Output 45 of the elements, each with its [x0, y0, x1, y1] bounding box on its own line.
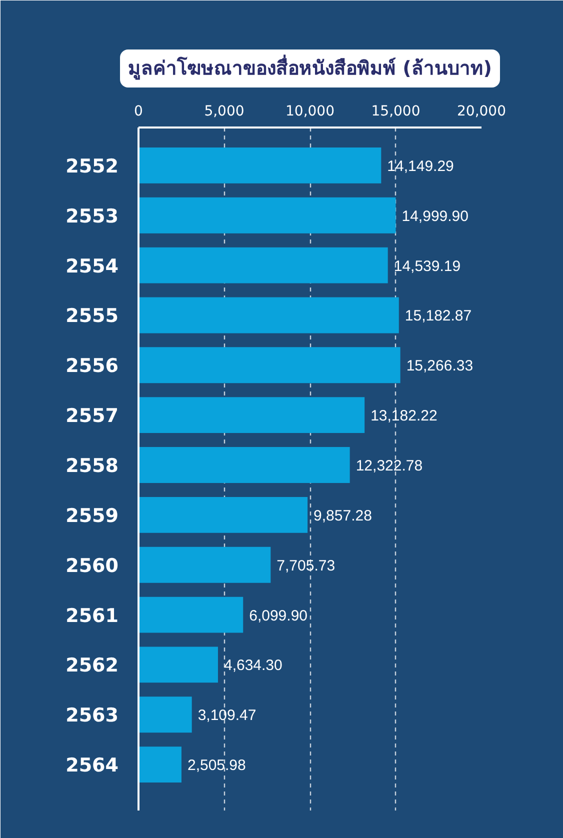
bar [138, 746, 182, 783]
y-tick-label: 2556 [66, 355, 119, 378]
bar [138, 596, 244, 633]
data-label: 13,182.22 [370, 408, 438, 425]
data-label: 3,109.47 [198, 707, 256, 724]
bar [138, 646, 218, 683]
bar [138, 546, 271, 583]
y-tick-label: 2554 [66, 255, 119, 278]
x-tick-label: 0 [134, 104, 143, 120]
data-label: 6,099.90 [249, 607, 308, 624]
data-label: 15,182.87 [404, 308, 472, 325]
chart-title: มูลค่าโฆษณาของสื่อหนังสือพิมพ์ (ล้านบาท) [128, 54, 492, 80]
y-tick-label: 2558 [66, 455, 119, 478]
y-tick-label: 2562 [66, 654, 119, 677]
bar [138, 347, 400, 384]
bar [138, 496, 308, 533]
data-label: 9,857.28 [314, 507, 372, 524]
x-tick-label: 10,000 [286, 104, 335, 120]
data-label: 15,266.33 [406, 358, 474, 375]
bar [138, 696, 192, 733]
x-tick-label: 15,000 [371, 104, 420, 120]
y-tick-label: 2555 [66, 305, 119, 328]
x-tick-label: 20,000 [457, 104, 506, 120]
y-tick-label: 2552 [66, 155, 119, 178]
x-tick-label: 5,000 [204, 104, 244, 120]
y-tick-label: 2557 [66, 405, 119, 428]
data-label: 7,705.73 [276, 557, 336, 574]
bar [138, 147, 382, 184]
data-label: 14,999.90 [402, 208, 468, 225]
y-tick-label: 2563 [66, 704, 119, 727]
y-tick-label: 2559 [66, 504, 119, 527]
data-label: 2,505.98 [187, 757, 246, 774]
y-tick-label: 2560 [66, 554, 119, 577]
data-label: 12,322.78 [356, 458, 423, 475]
data-label: 4,634.30 [224, 657, 282, 674]
bar [138, 297, 399, 334]
y-tick-label: 2561 [66, 604, 119, 627]
bar [138, 447, 350, 483]
bar [138, 397, 365, 434]
data-label: 14,539.19 [394, 258, 461, 275]
data-label: 14,149.29 [387, 158, 454, 175]
bar [138, 247, 388, 284]
y-tick-label: 2564 [66, 754, 119, 777]
bar [138, 197, 396, 234]
y-tick-label: 2553 [66, 205, 119, 228]
